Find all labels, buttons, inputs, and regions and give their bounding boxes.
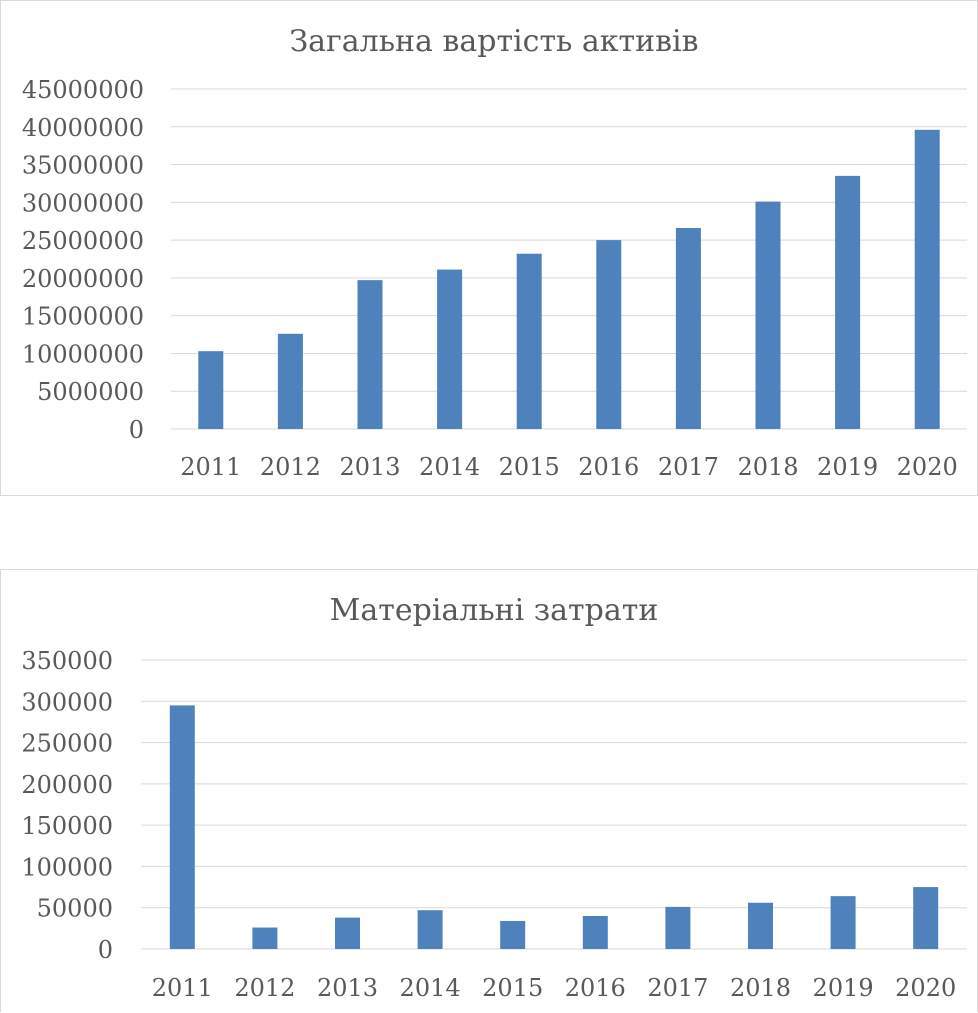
chart-total-assets-svg: Загальна вартість активів 0 5000000 100000…: [22, 24, 967, 481]
bar-2014: [417, 910, 443, 949]
bar-2020: [913, 887, 939, 949]
y-tick-label: 250000: [21, 730, 113, 758]
y-tick-label: 50000: [37, 895, 113, 923]
x-tick-label: 2014: [419, 453, 480, 481]
chart-material-costs-svg: Матеріальні затрати 0 50000 100000 150000 20…: [21, 593, 967, 1002]
bar-2015: [500, 920, 526, 949]
x-tick-labels: 2011 2012 2013 2014 2015 2016 2017 2018 2019 2020: [152, 974, 956, 1002]
bar-2011: [198, 351, 224, 429]
bar-2016: [582, 915, 608, 949]
x-tick-label: 2011: [152, 974, 213, 1002]
x-tick-label: 2020: [897, 453, 958, 481]
bar-2018: [748, 902, 773, 949]
x-tick-label: 2017: [658, 453, 719, 481]
y-tick-label: 100000: [21, 853, 113, 881]
y-tick-label: 25000000: [22, 227, 144, 255]
x-tick-labels: 2011 2012 2013 2014 2015 2016 2017 2018 2019 2020: [180, 453, 957, 481]
y-tick-label: 30000000: [22, 189, 144, 217]
y-tick-label: 45000000: [22, 76, 144, 104]
x-tick-label: 2012: [260, 453, 321, 481]
y-tick-labels: 0 50000 100000 150000 200000 250000 300000 3500…: [21, 647, 113, 964]
bars: [198, 129, 940, 430]
x-tick-label: 2019: [817, 453, 878, 481]
x-tick-label: 2018: [737, 453, 798, 481]
y-tick-label: 0: [129, 416, 144, 444]
y-tick-label: 150000: [21, 812, 113, 840]
x-tick-label: 2016: [578, 453, 639, 481]
y-tick-label: 350000: [21, 647, 113, 675]
chart-material-costs: Матеріальні затрати 0 50000 100000 150000 20…: [0, 569, 978, 1012]
gridlines: [171, 88, 967, 430]
x-tick-label: 2011: [180, 453, 241, 481]
bar-2011: [169, 705, 195, 949]
x-tick-label: 2015: [482, 974, 543, 1002]
gridlines: [141, 659, 967, 950]
bar-2020: [914, 129, 940, 430]
y-tick-label: 10000000: [22, 340, 144, 368]
y-tick-label: 200000: [21, 771, 113, 799]
chart-title: Матеріальні затрати: [330, 593, 659, 628]
y-tick-label: 15000000: [22, 303, 144, 331]
x-tick-label: 2019: [813, 974, 874, 1002]
x-tick-label: 2020: [895, 974, 956, 1002]
x-tick-label: 2016: [565, 974, 626, 1002]
x-tick-label: 2012: [234, 974, 295, 1002]
x-tick-label: 2015: [499, 453, 560, 481]
bars: [169, 705, 939, 949]
bar-2016: [596, 240, 622, 429]
bar-2017: [675, 228, 701, 429]
y-tick-label: 300000: [21, 688, 113, 716]
bar-2017: [665, 906, 691, 949]
bar-2018: [755, 201, 781, 429]
bar-2013: [335, 917, 360, 949]
bar-2012: [252, 927, 278, 949]
x-tick-label: 2018: [730, 974, 791, 1002]
bar-2013: [357, 280, 383, 429]
y-tick-label: 5000000: [37, 378, 144, 406]
y-tick-label: 0: [98, 936, 113, 964]
bar-2019: [830, 896, 856, 949]
x-tick-label: 2017: [647, 974, 708, 1002]
y-tick-label: 20000000: [22, 265, 144, 293]
y-tick-labels: 0 5000000 10000000 15000000 20000000 25000000…: [22, 76, 144, 444]
bar-2019: [835, 175, 861, 429]
bar-2012: [277, 333, 303, 429]
x-tick-label: 2013: [317, 974, 378, 1002]
y-tick-label: 40000000: [22, 114, 144, 142]
x-tick-label: 2014: [400, 974, 461, 1002]
bar-2014: [437, 269, 463, 429]
y-tick-label: 35000000: [22, 152, 144, 180]
x-tick-label: 2013: [339, 453, 400, 481]
bar-2015: [516, 253, 542, 429]
chart-title: Загальна вартість активів: [289, 24, 698, 59]
chart-total-assets: Загальна вартість активів 0 5000000 100000…: [0, 0, 978, 496]
